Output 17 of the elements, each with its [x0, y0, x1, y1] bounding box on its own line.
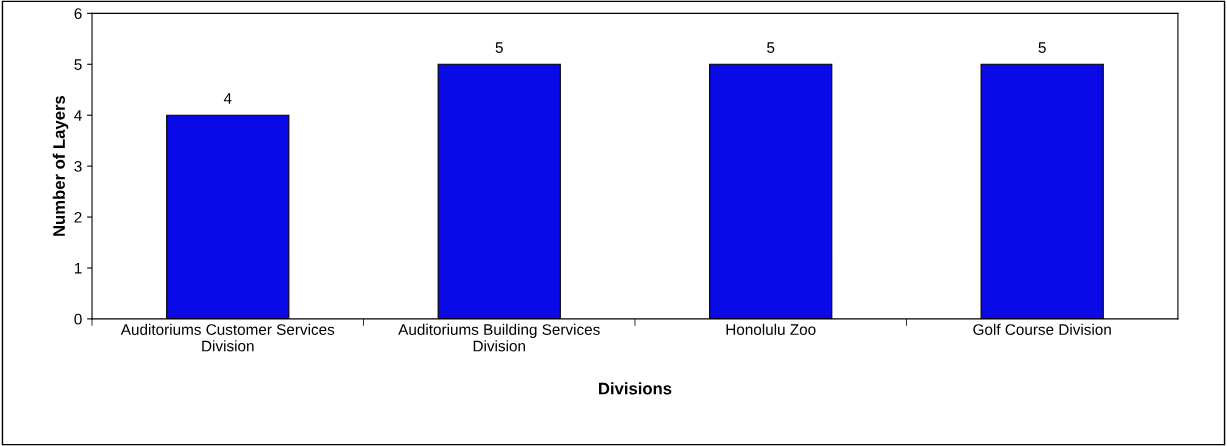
y-tick-label: 1 — [74, 263, 82, 274]
x-tick-label: Auditoriums Building Services Division — [398, 323, 600, 352]
data-label: 4 — [223, 93, 232, 104]
y-axis-title: Number of Layers — [52, 95, 69, 236]
data-label: 5 — [1038, 42, 1046, 53]
y-tick-label: 0 — [74, 313, 82, 325]
y-tick-label: 6 — [74, 8, 82, 20]
x-tick-label: Golf Course Division — [973, 323, 1111, 335]
data-label: 5 — [495, 42, 503, 53]
x-tick-label: Auditoriums Customer Services Division — [120, 323, 335, 352]
y-tick-label: 5 — [74, 59, 82, 70]
y-tick-label: 4 — [74, 110, 82, 121]
x-axis-title: Divisions — [599, 382, 672, 395]
y-tick-label: 3 — [74, 161, 82, 172]
x-tick-label: Honolulu Zoo — [726, 323, 816, 335]
y-tick-label: 2 — [74, 211, 82, 223]
data-label: 5 — [767, 42, 775, 53]
